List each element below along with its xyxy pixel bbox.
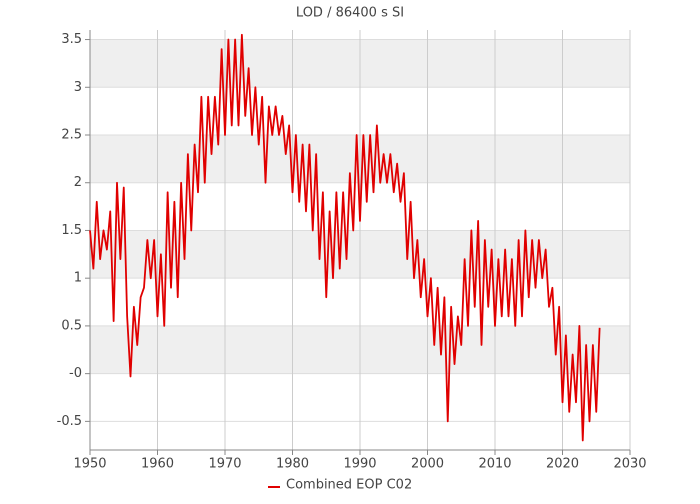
chart-title: LOD / 86400 s SI	[296, 6, 404, 21]
y-tick-label: -0.5	[57, 414, 82, 429]
x-tick-label: 1960	[141, 457, 174, 472]
x-tick-label: 1980	[276, 457, 309, 472]
x-tick-label: 2010	[478, 457, 511, 472]
y-tick-label: 0.5	[61, 318, 82, 333]
y-tick-label: 3	[74, 80, 82, 95]
y-tick-label: 2.5	[61, 128, 82, 143]
y-tick-label: 3.5	[61, 32, 82, 47]
x-tick-label: 1990	[343, 457, 376, 472]
data-line	[89, 33, 601, 442]
legend-label: Combined EOP C02	[286, 478, 412, 493]
y-tick-label: 2	[74, 175, 82, 190]
y-tick-label: 1.5	[61, 223, 82, 238]
x-tick-label: 1970	[208, 457, 241, 472]
x-tick-label: 1950	[73, 457, 106, 472]
y-tick-label: 1	[74, 271, 82, 286]
x-tick-label: 2000	[411, 457, 444, 472]
x-tick-label: 2030	[613, 457, 646, 472]
y-tick-label: -0	[69, 366, 82, 381]
x-tick-label: 2020	[546, 457, 579, 472]
